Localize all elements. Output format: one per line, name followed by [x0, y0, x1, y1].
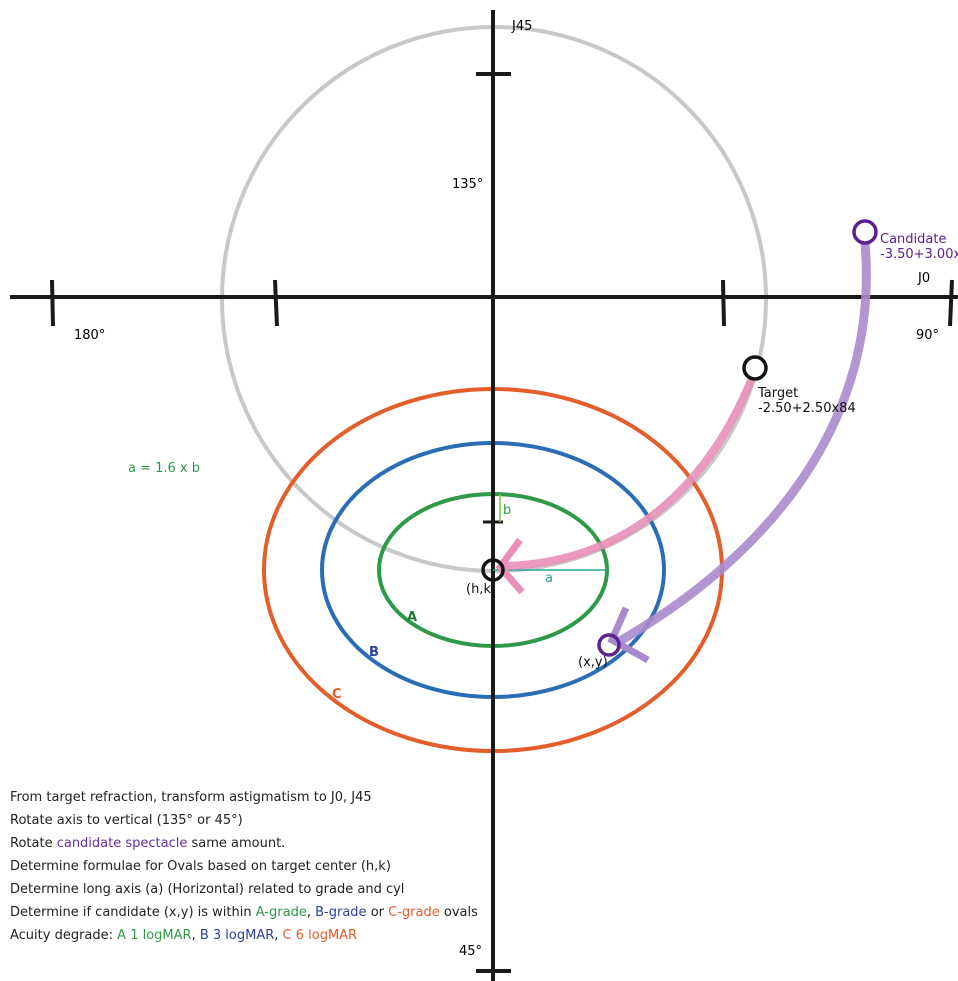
- instruction-text: Rotate axis to vertical (135° or 45°): [10, 813, 243, 828]
- axis-label: 180°: [74, 328, 105, 343]
- ticks: [50, 72, 954, 973]
- center-label: (h,k): [466, 582, 496, 597]
- instruction-text: or: [367, 905, 389, 920]
- target-label: Target: [757, 386, 798, 401]
- tick: [721, 279, 726, 327]
- instruction-line: Determine formulae for Ovals based on ta…: [10, 859, 391, 874]
- instruction-line: Rotate axis to vertical (135° or 45°): [10, 813, 243, 828]
- instructions: From target refraction, transform astigm…: [10, 790, 478, 943]
- axis-label: 90°: [916, 328, 939, 343]
- candidate-point: [852, 219, 878, 245]
- instruction-line: Acuity degrade: A 1 logMAR, B 3 logMAR, …: [10, 928, 357, 943]
- candidate-arrow: [613, 238, 871, 647]
- instruction-text: Determine formulae for Ovals based on ta…: [10, 859, 391, 874]
- instruction-text: same amount.: [187, 836, 285, 851]
- tick: [273, 279, 279, 327]
- instruction-text: C 6 logMAR: [283, 928, 358, 943]
- instruction-text: Determine long axis (a) (Horizontal) rel…: [10, 882, 404, 897]
- axis-label: J45: [511, 19, 532, 34]
- formula: a = 1.6 x b: [128, 461, 200, 476]
- instruction-text: ,: [307, 905, 315, 920]
- a-label: a: [545, 571, 553, 586]
- candidate-arrowhead: [607, 606, 650, 664]
- instruction-text: candidate spectacle: [57, 836, 188, 851]
- xy-label: (x,y): [578, 655, 608, 670]
- tick: [50, 279, 55, 327]
- instruction-text: Determine if candidate (x,y) is within: [10, 905, 256, 920]
- tick: [948, 279, 954, 327]
- instruction-text: ,: [274, 928, 282, 943]
- target-prescription: -2.50+2.50x84: [758, 401, 856, 416]
- instruction-text: Rotate: [10, 836, 57, 851]
- axis-label: J0: [917, 271, 930, 286]
- instruction-text: B 3 logMAR: [200, 928, 274, 943]
- xy-point: [597, 633, 621, 657]
- candidate-prescription: -3.50+3.00x9: [880, 247, 958, 262]
- instruction-text: ,: [192, 928, 200, 943]
- axis-label: 135°: [452, 177, 483, 192]
- target-point: [742, 355, 768, 381]
- oval-label: A: [407, 610, 417, 625]
- center-point: [481, 558, 505, 582]
- b-label: b: [503, 503, 511, 518]
- axis-label: 45°: [459, 944, 482, 959]
- instruction-text: B-grade: [315, 905, 366, 920]
- instruction-line: Determine long axis (a) (Horizontal) rel…: [10, 882, 404, 897]
- target-arrow: [501, 374, 756, 570]
- oval-label: C: [332, 687, 342, 702]
- instruction-line: Rotate candidate spectacle same amount.: [10, 836, 285, 851]
- candidate-label: Candidate: [880, 232, 946, 247]
- target-arrowhead: [495, 537, 525, 595]
- instruction-line: From target refraction, transform astigm…: [10, 790, 372, 805]
- instruction-text: ovals: [440, 905, 478, 920]
- instruction-text: A-grade: [256, 905, 307, 920]
- instruction-text: Acuity degrade:: [10, 928, 117, 943]
- instruction-line: Determine if candidate (x,y) is within A…: [10, 905, 478, 920]
- oval-label: B: [369, 645, 379, 660]
- instruction-text: From target refraction, transform astigm…: [10, 790, 372, 805]
- instruction-text: C-grade: [388, 905, 440, 920]
- instruction-text: A 1 logMAR: [117, 928, 191, 943]
